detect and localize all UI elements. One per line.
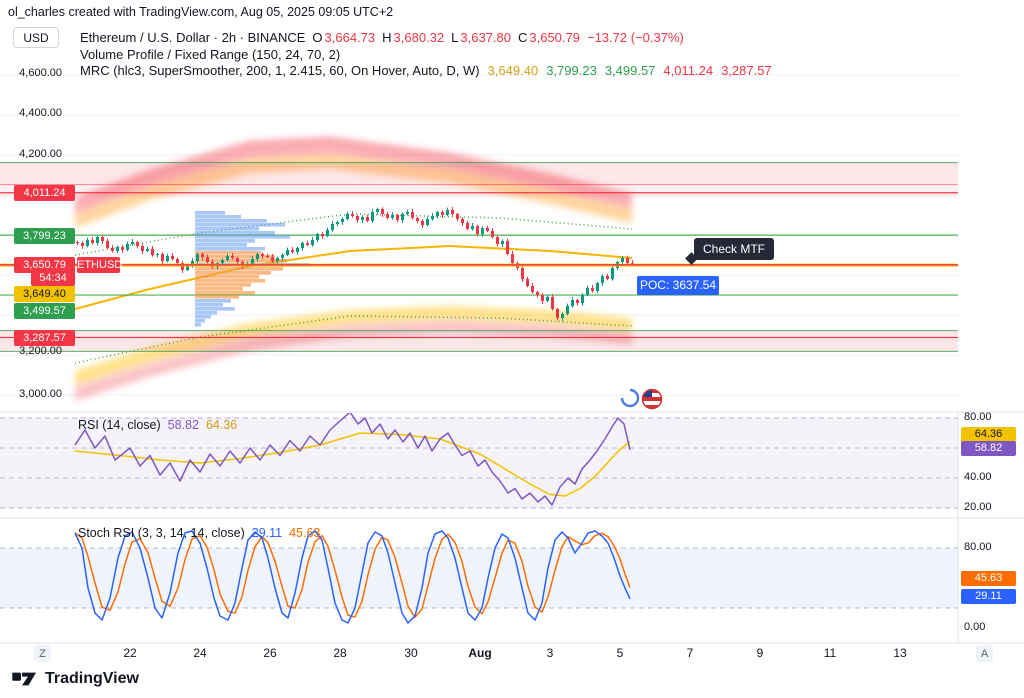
low-label: L [451,30,459,45]
a-shortcut-button[interactable]: A [976,645,993,662]
mrc-values: 3,649.40 3,799.23 3,499.57 4,011.24 3,287.57 [480,63,772,78]
currency-button[interactable]: USD [13,27,59,48]
stoch-d-value: 45.63 [289,526,321,540]
mrc-value: 3,287.57 [721,63,772,78]
stoch-k-value: 29.11 [251,526,283,540]
poc-badge: POC: 3637.54 [637,276,719,295]
mrc-value: 3,649.40 [487,63,539,78]
brand-name: TradingView [45,670,139,687]
high-label: H [382,30,392,45]
stoch-name: Stoch RSI (3, 3, 14, 14, close) [78,526,245,540]
mrc-legend[interactable]: MRC (hlc3, SuperSmoother, 200, 1, 2.415,… [80,63,772,78]
low-value: 3,637.80 [460,30,511,45]
mrc-value: 3,499.57 [604,63,656,78]
mrc-label: MRC (hlc3, SuperSmoother, 200, 1, 2.415,… [80,63,480,78]
high-value: 3,680.32 [393,30,445,45]
open-value: 3,664.73 [324,30,376,45]
flag-sticker [620,388,663,410]
check-mtf-tooltip: Check MTF [694,238,775,260]
rsi-ma-value: 64.36 [205,418,238,432]
footer-brand[interactable]: TradingView [12,668,139,690]
stoch-pane-legend[interactable]: Stoch RSI (3, 3, 14, 14, close) 29.11 45.6… [78,526,320,540]
symbol-title: Ethereum / U.S. Dollar · 2h · BINANCE [80,30,306,45]
rsi-name: RSI (14, close) [78,418,161,432]
mrc-value: 3,799.23 [546,63,597,78]
close-value: 3,650.79 [529,30,580,45]
mrc-value: 4,011.24 [663,63,714,78]
symbol-legend[interactable]: Ethereum / U.S. Dollar · 2h · BINANCE O 3,… [80,30,684,45]
open-label: O [312,30,323,45]
z-shortcut-button[interactable]: Z [34,645,51,662]
symbol-price-badge: ETHUSD [77,257,123,273]
attribution-text: ol_charles created with TradingView.com,… [8,5,394,19]
change-value: −13.72 (−0.37%) [586,30,684,45]
volume-profile-legend[interactable]: Volume Profile / Fixed Range (150, 24, 7… [80,47,341,62]
rsi-pane-legend[interactable]: RSI (14, close) 58.82 64.36 [78,418,237,432]
close-label: C [517,30,528,45]
rsi-value: 58.82 [167,418,199,432]
tradingview-logo-icon [12,672,36,686]
